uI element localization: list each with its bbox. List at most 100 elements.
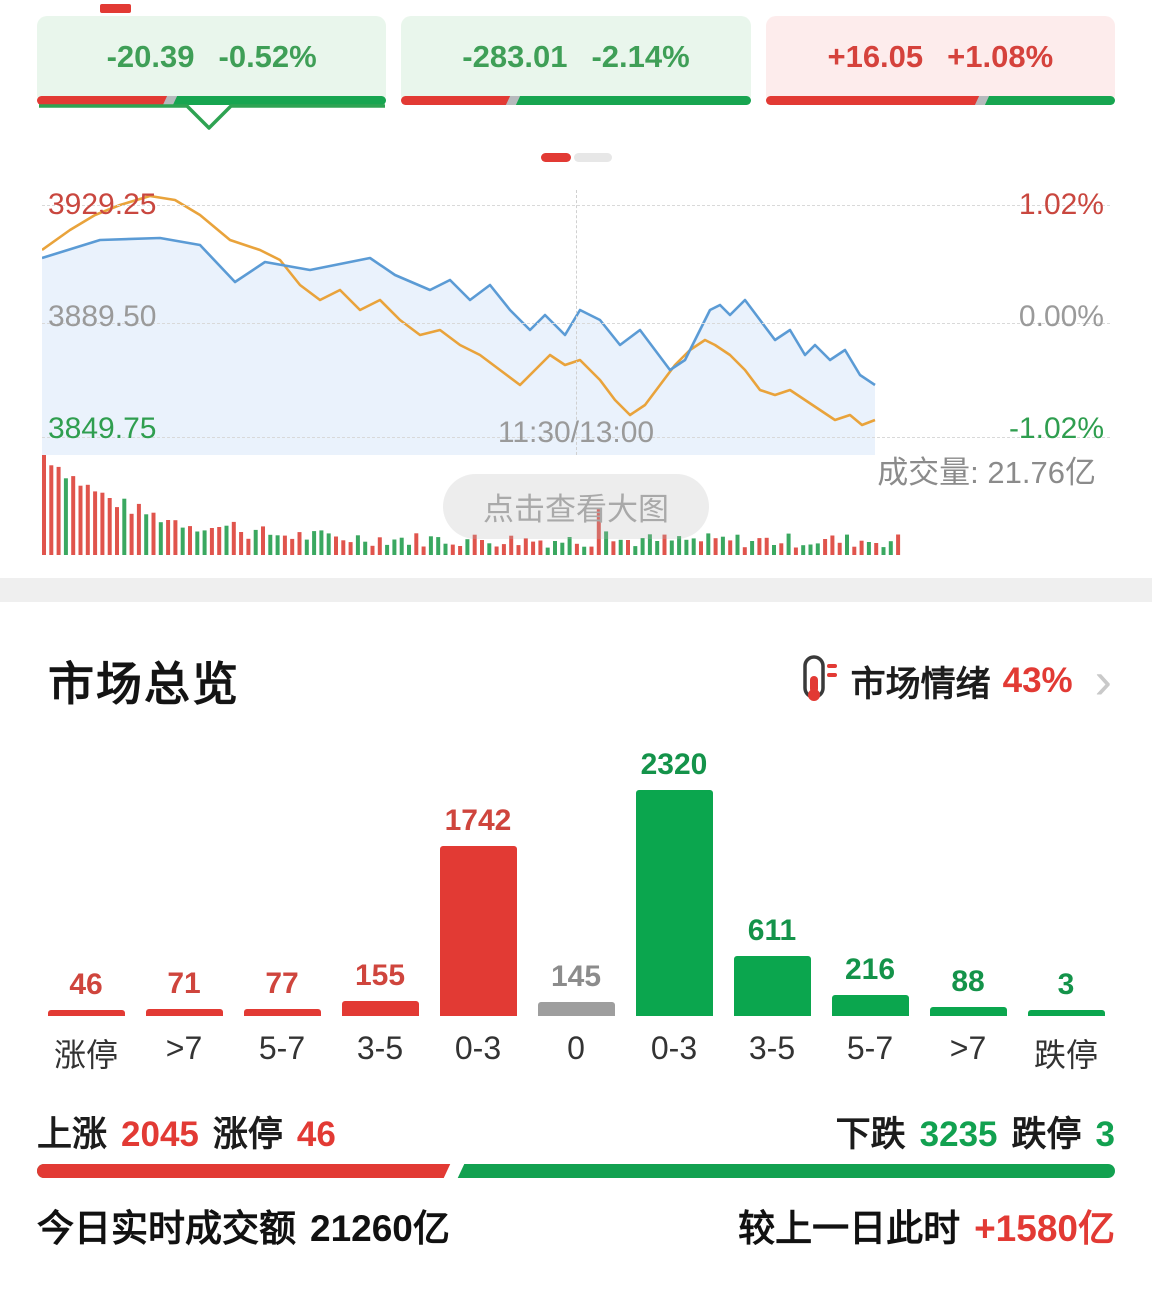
volume-bar [399, 537, 404, 555]
market-sentiment-link[interactable]: 市场情绪 43% › [801, 654, 1112, 708]
distribution-bar [243, 1008, 321, 1016]
advance-segment [37, 1164, 455, 1178]
limit-down-label: 跌停 [1011, 1115, 1082, 1154]
volume-bar [691, 538, 696, 555]
volume-bar [647, 534, 652, 555]
volume-bar [209, 528, 214, 555]
distribution-bar [537, 1001, 615, 1016]
limit-down-count: 3 [1095, 1115, 1115, 1154]
advancers-stat: 上涨 2045 涨停 46 [37, 1106, 336, 1157]
bar-value-label: 145 [550, 959, 602, 993]
carousel-pager[interactable] [0, 153, 1152, 162]
volume-bar [326, 533, 331, 555]
volume-bar [407, 544, 411, 555]
volume-bar [786, 533, 791, 555]
volume-bar [188, 526, 192, 555]
volume-bar [282, 535, 287, 555]
down-label: 下跌 [835, 1115, 906, 1154]
distribution-column: 155 3-5 [331, 748, 429, 1076]
volume-bar [136, 503, 141, 555]
volume-bar [669, 540, 674, 555]
volume-bar [509, 535, 514, 555]
session-time-label: 11:30/13:00 [497, 416, 655, 449]
volume-bar [516, 545, 521, 555]
volume-bar [874, 543, 879, 555]
index-card-1[interactable]: -20.39 -0.52% [37, 16, 387, 105]
index-percent: -0.52% [218, 38, 317, 74]
index-percent: +1.08% [947, 38, 1054, 74]
volume-bar [772, 545, 776, 555]
bar-stack: 1742 [429, 748, 527, 1016]
volume-bar [239, 532, 244, 555]
up-label: 上涨 [37, 1115, 108, 1154]
volume-bar [275, 535, 280, 555]
pager-dot[interactable] [573, 153, 612, 162]
turnover-stats-row: 今日实时成交额 21260亿 较上一日此时 +1580亿 [37, 1198, 1115, 1252]
volume-bar [304, 539, 309, 555]
volume-bar [604, 531, 609, 555]
sentiment-value: 43% [1002, 661, 1073, 700]
distribution-column: 88 >7 [919, 748, 1017, 1076]
volume-bar [63, 478, 68, 555]
volume-bar [501, 544, 506, 555]
distribution-bar [47, 1010, 125, 1016]
volume-bar [662, 534, 667, 555]
distribution-column: 2320 0-3 [625, 748, 723, 1076]
intraday-chart[interactable]: 3929.25 3889.50 3849.75 1.02% 0.00% -1.0… [42, 188, 1110, 455]
bar-value-label: 46 [69, 968, 103, 1001]
blue-price-line [42, 236, 876, 387]
index-card-3[interactable]: +16.05 +1.08% [765, 16, 1115, 105]
volume-chart [42, 452, 1110, 555]
volume-bar [341, 540, 346, 555]
chevron-right-icon[interactable]: › [1094, 651, 1112, 710]
volume-bar [224, 525, 229, 555]
volume-bar [385, 544, 390, 555]
ratio-red-segment [37, 96, 170, 105]
price-area-fill [42, 238, 875, 455]
volume-bar [487, 543, 492, 555]
turnover-label: 今日实时成交额 [37, 1208, 296, 1249]
bar-category-label: 涨停 [53, 1037, 118, 1073]
distribution-bar [733, 956, 811, 1016]
volume-bar [706, 533, 711, 555]
volume-bar [728, 540, 733, 555]
view-large-chart-button[interactable]: 点击查看大图 [443, 474, 709, 539]
volume-bar [56, 466, 61, 555]
volume-bar [450, 544, 455, 555]
down-count: 3235 [919, 1115, 998, 1154]
bar-stack: 155 [331, 748, 429, 1016]
volume-bar [202, 530, 207, 555]
orange-price-line [42, 194, 876, 427]
volume-bar [100, 492, 105, 555]
volume-bar [735, 534, 740, 555]
compare-label: 较上一日此时 [738, 1208, 961, 1249]
volume-bar [859, 540, 864, 555]
volume-bar [567, 537, 572, 555]
selected-card-notch [39, 104, 385, 130]
gridline-session-divider [576, 190, 577, 455]
thermometer-icon [802, 655, 837, 701]
volume-bar [129, 513, 134, 555]
bar-category-label: 5-7 [846, 1030, 894, 1066]
distribution-column: 1742 0-3 [429, 748, 527, 1076]
bar-category-label: 0-3 [650, 1030, 698, 1066]
volume-bar [764, 537, 769, 555]
distribution-column: 3 跌停 [1017, 748, 1115, 1076]
volume-bar [720, 536, 725, 555]
ratio-green-segment [513, 96, 751, 105]
percent-mid-label: 0.00% [1018, 300, 1104, 333]
volume-bar [538, 540, 543, 555]
distribution-column: 216 5-7 [821, 748, 919, 1076]
volume-bar [122, 498, 127, 555]
distribution-column: 46 涨停 [37, 748, 135, 1076]
distribution-bar [929, 1007, 1007, 1016]
volume-bar [465, 539, 470, 555]
index-card-2[interactable]: -283.01 -2.14% [401, 16, 751, 105]
pager-dot-active[interactable] [540, 153, 571, 162]
volume-bar [757, 538, 762, 555]
up-count: 2045 [121, 1115, 199, 1154]
volume-bar [49, 465, 54, 555]
volume-bar [195, 531, 200, 555]
turnover-compare-stat: 较上一日此时 +1580亿 [738, 1198, 1115, 1252]
volume-bar [421, 546, 426, 555]
